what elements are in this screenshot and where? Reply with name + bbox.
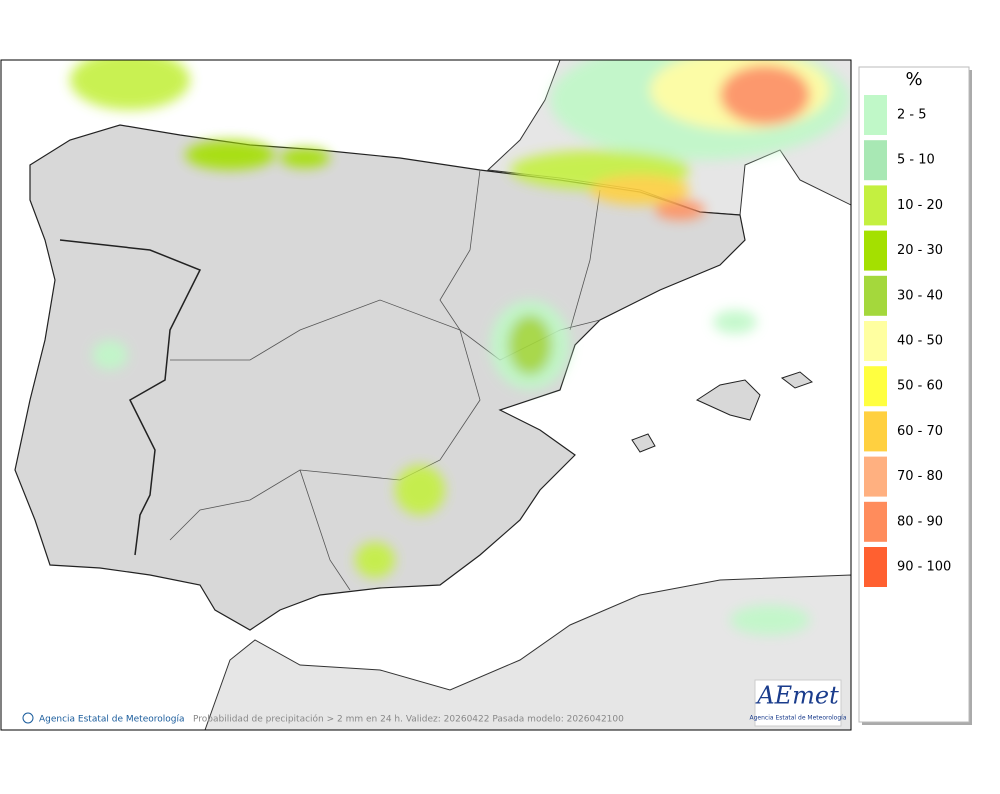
mallorca xyxy=(695,379,761,421)
map: AEmet Agencia Estatal de Meteorología Ag… xyxy=(1,60,851,730)
iberia xyxy=(14,124,746,631)
legend-swatch xyxy=(864,366,887,407)
legend-label: 40 - 50 xyxy=(897,334,943,349)
africa xyxy=(204,574,851,730)
legend-swatch xyxy=(864,95,887,135)
copyright: Agencia Estatal de Meteorología xyxy=(39,715,185,725)
logo: AEmet xyxy=(755,682,839,710)
region-borders xyxy=(169,299,481,541)
logo-subtitle: Agencia Estatal de Meteorología xyxy=(750,715,847,722)
legend-swatch xyxy=(864,411,887,452)
legend-label: 5 - 10 xyxy=(897,153,935,168)
legend-label: 60 - 70 xyxy=(897,424,943,439)
legend-swatch xyxy=(864,456,887,497)
caption: Probabilidad de precipitación > 2 mm en … xyxy=(193,714,624,725)
precipitation xyxy=(70,60,850,635)
legend-swatch xyxy=(864,321,887,361)
copyright-icon xyxy=(22,712,34,724)
legend-label: 90 - 100 xyxy=(897,560,951,575)
legend-label: 70 - 80 xyxy=(897,469,943,484)
legend-swatch xyxy=(864,275,887,316)
legend-swatch xyxy=(864,547,887,587)
legend-items: 2 - 5 5 - 10 10 - 20 20 - 30 30 - 40 40 - 50 5… xyxy=(864,95,951,587)
legend-label: 50 - 60 xyxy=(897,379,943,394)
legend-label: 20 - 30 xyxy=(897,243,943,258)
legend-label: 10 - 20 xyxy=(897,198,943,213)
legend-title: % xyxy=(905,69,922,90)
ibiza xyxy=(631,433,656,453)
map-frame xyxy=(0,59,852,731)
menorca xyxy=(780,371,813,389)
legend-swatch xyxy=(864,140,887,181)
legend-label: 30 - 40 xyxy=(897,288,943,303)
legend-label: 2 - 5 xyxy=(897,108,927,123)
legend-swatch xyxy=(864,501,887,542)
logo-box xyxy=(754,679,842,727)
region-borders xyxy=(569,189,601,331)
border xyxy=(59,239,202,556)
region-borders xyxy=(299,469,351,591)
legend-swatch xyxy=(864,230,887,271)
legend-label: 80 - 90 xyxy=(897,514,943,529)
legend-swatch xyxy=(864,185,887,226)
